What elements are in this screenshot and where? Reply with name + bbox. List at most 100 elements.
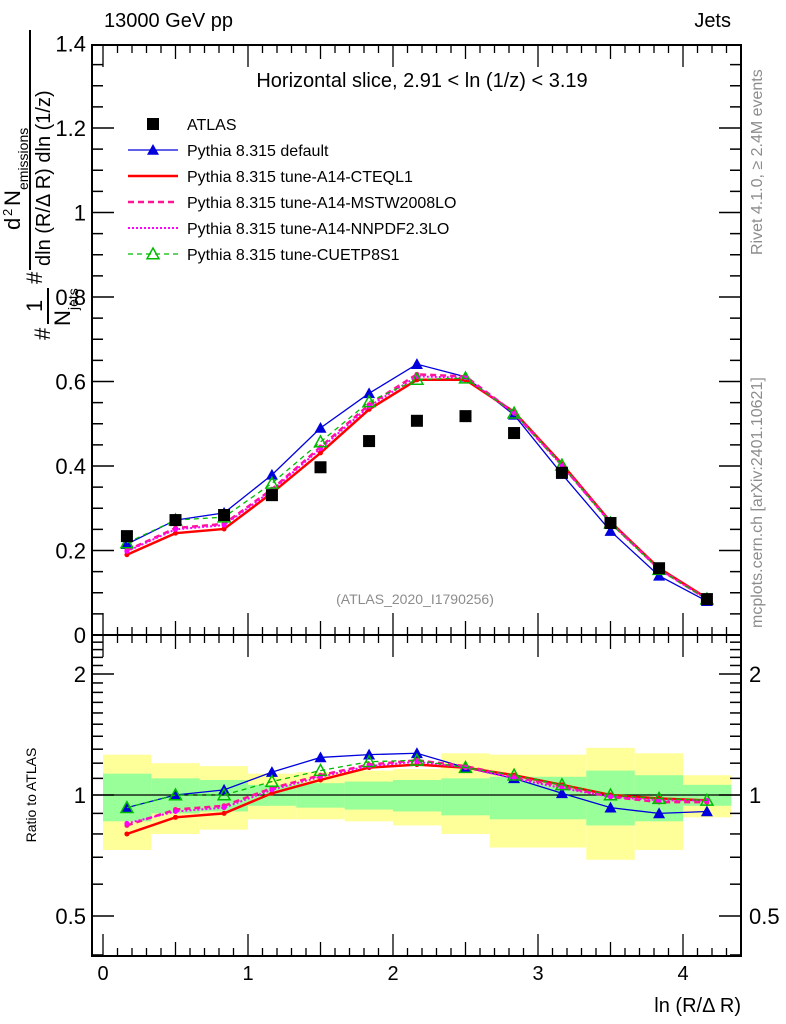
data-point [120,538,133,549]
ratio-y-tick-label-right: 1 [749,783,761,808]
plot-title: Horizontal slice, 2.91 < ln (1/z) < 3.19 [256,70,587,92]
legend-marker [145,246,161,260]
ratio-y-tick-label-right: 0.5 [749,904,780,929]
data-point [458,370,473,384]
x-tick-label: 2 [387,963,398,985]
data-point [508,427,521,440]
ratio-point [604,801,617,813]
y-label-jets: jets [65,288,81,311]
data-point [265,468,278,480]
y-label-d: d [0,218,25,230]
ratio-point [169,789,182,800]
y-label-emissions: emissions [15,128,31,190]
x-axis-label: ln (R/Δ R) [654,995,741,1017]
y-label-one: 1 [22,300,47,312]
y-tick-label: 1 [74,201,86,226]
y-tick-label: 0.6 [55,370,86,395]
y-label-sup2: 2 [0,209,15,216]
legend: ATLAS Pythia 8.315 default Pythia 8.315 tu… [128,117,456,264]
series-2 [124,377,710,601]
data-point [459,410,472,423]
y-tick-label: 1.4 [55,32,86,57]
series-4 [124,373,710,602]
data-point [409,371,425,385]
data-point [314,461,327,474]
ratio-point [458,760,473,774]
data-point [363,387,376,399]
y-axis-label: # 1 N jets # d 2 N emissions dln (R/Δ R)… [0,30,81,340]
ratio-point [608,794,613,800]
series-5 [119,370,715,605]
legend-item: Pythia 8.315 tune-CUETP8S1 [128,246,400,264]
data-point [318,450,323,456]
data-point [604,525,617,536]
data-point [361,394,377,408]
ratio-point [269,787,275,793]
data-point [506,405,522,419]
series-line [126,363,708,602]
ratio-point [653,807,666,819]
data-point [653,569,666,581]
data-point [119,535,135,549]
legend-label: Pythia 8.315 tune-A14-CTEQL1 [187,169,413,186]
data-point [265,489,278,502]
legend-item: Pythia 8.315 tune-A14-CTEQL1 [128,169,413,186]
analysis-watermark: (ATLAS_2020_I1790256) [336,591,494,607]
ratio-point [168,787,183,801]
header-right: Jets [694,10,731,32]
data-point [700,593,713,606]
legend-item: ATLAS [147,117,237,134]
ratio-point [216,787,232,801]
ratio-point [699,792,715,806]
series-line [126,378,708,600]
series-atlas [120,410,713,606]
inner-band [441,778,490,816]
inner-band [103,773,152,822]
ratio-point [555,787,568,799]
y-tick-label: 0.8 [55,285,86,310]
series-line [126,377,708,600]
data-point [124,548,130,554]
y-label-N: N [50,310,75,326]
data-point [173,530,178,536]
ratio-point [119,800,135,814]
legend-label: Pythia 8.315 tune-CUETP8S1 [187,247,400,264]
ratio-panel: 0.5 0.5 1 1 2 2 0 1 2 3 4 Ratio to ATLAS ln (R/Δ R… [23,634,780,1017]
data-point [218,509,231,522]
y-label-hash1: # [30,327,55,340]
ratio-point [314,751,327,763]
data-point [221,526,227,532]
ratio-point [173,808,178,814]
legend-label: Pythia 8.315 default [187,143,329,160]
data-point [169,514,182,527]
ratio-series-3 [124,759,710,826]
data-point [313,434,328,448]
inner-band [393,779,442,812]
data-point [410,358,423,369]
mcplots-label: mcplots.cern.ch [arXiv:2401.10621] [749,377,766,628]
ratio-point [264,774,280,788]
legend-label: Pythia 8.315 tune-A14-NNPDF2.3LO [187,221,449,238]
ratio-y-tick-label: 2 [74,662,86,687]
ratio-point [651,790,667,805]
y-tick-label: 0.2 [55,539,86,564]
data-point [653,562,666,575]
ratio-point [265,766,278,777]
legend-item: Pythia 8.315 tune-A14-MSTW2008LO [128,195,456,212]
y-label-Nemis: N [0,190,25,206]
rivet-label: Rivet 4.1.0, ≥ 2.4M events [749,69,766,255]
data-point [410,414,423,427]
ratio-point [124,831,130,837]
legend-marker [147,118,159,130]
x-tick-label: 3 [532,963,543,985]
ratio-point [506,767,522,781]
x-tick-label: 0 [97,963,108,985]
ratio-point [363,748,376,760]
ratio-y-tick-label: 0.5 [55,904,86,929]
data-point [604,517,617,530]
y-label-hash2: # [22,271,47,284]
ratio-point [361,754,377,768]
x-tick-label: 1 [242,963,253,985]
legend-item: Pythia 8.315 tune-A14-NNPDF2.3LO [128,221,449,238]
